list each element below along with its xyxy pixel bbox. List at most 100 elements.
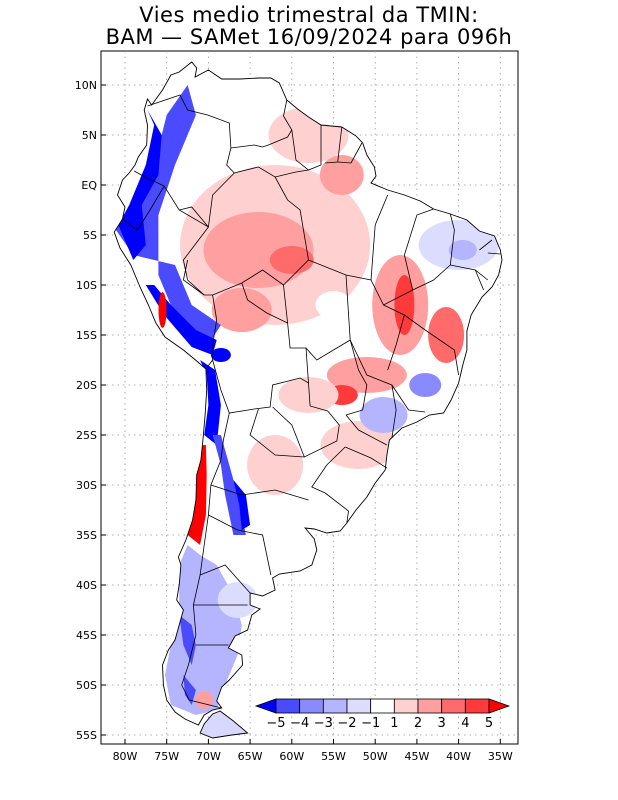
lon-label-70W: 70W (196, 750, 221, 763)
border-line (210, 484, 309, 501)
border-line (134, 94, 235, 228)
lat-label-EQ: EQ (81, 179, 97, 192)
colorbar-label: −3 (314, 716, 333, 731)
colorbar-swatch (417, 698, 443, 714)
colorbar-label: −1 (361, 716, 380, 731)
colorbar-swatch (322, 698, 348, 714)
colorbar-label: 3 (438, 716, 446, 731)
lat-label-15S: 15S (76, 329, 97, 342)
border-line (274, 176, 309, 324)
border-line (391, 384, 397, 439)
colorbar-label: −4 (290, 716, 309, 731)
lat-label-5S: 5S (83, 229, 97, 242)
bias-patch (195, 691, 214, 709)
border-line (474, 269, 484, 291)
border-line (337, 142, 363, 164)
colorbar: −5 −4 −3 −2 −1 1 2 3 4 5 (254, 698, 511, 731)
bias-patch (359, 397, 408, 433)
border-line (449, 213, 455, 266)
border-line (241, 269, 284, 286)
bias-patch (247, 435, 304, 495)
lat-label-30S: 30S (76, 479, 97, 492)
lon-label-55W: 55W (321, 750, 346, 763)
bias-patch (217, 582, 258, 618)
colorbar-label: 4 (461, 716, 469, 731)
bias-patch (448, 240, 477, 260)
bias-patch (200, 360, 221, 445)
border-line (387, 314, 405, 371)
colorbar-label: 2 (414, 716, 422, 731)
longitude-labels: 80W 75W 70W 65W 60W 55W 50W 45W 40W 35W (113, 739, 513, 763)
lat-label-35S: 35S (76, 529, 97, 542)
border-line (345, 414, 388, 446)
coastline (113, 61, 503, 726)
lat-label-20S: 20S (76, 379, 97, 392)
border-line (122, 185, 165, 231)
border-line (370, 194, 389, 281)
bias-patch (409, 373, 442, 397)
border-line (345, 339, 368, 416)
border-line (487, 252, 501, 255)
border-line (179, 206, 209, 228)
bias-patch (118, 110, 162, 260)
border-line (403, 208, 434, 291)
border-line (182, 259, 205, 296)
colorbar-swatch (299, 698, 324, 714)
lat-label-5N: 5N (82, 129, 97, 142)
border-line (383, 304, 459, 376)
bias-patch (158, 292, 167, 328)
bias-patch (183, 675, 196, 705)
colorbar-swatch (275, 698, 301, 714)
lon-label-35W: 35W (488, 750, 513, 763)
colorbar-label: 1 (390, 716, 398, 731)
bias-patch (233, 480, 251, 530)
border-line (345, 274, 426, 413)
lat-label-45S: 45S (76, 629, 97, 642)
bias-patch (211, 288, 272, 332)
lon-label-65W: 65W (238, 750, 263, 763)
border-line (345, 446, 388, 469)
bias-patch (428, 307, 465, 363)
bias-patch (394, 275, 415, 335)
colorbar-swatch (370, 698, 395, 714)
tierra-del-fuego (199, 710, 249, 739)
lat-label-55S: 55S (76, 729, 97, 742)
colorbar-swatch (346, 698, 372, 714)
border-line (208, 514, 272, 576)
lon-label-60W: 60W (279, 750, 304, 763)
border-line (479, 239, 493, 251)
lon-label-50W: 50W (363, 750, 388, 763)
lon-label-80W: 80W (113, 750, 138, 763)
border-line (305, 339, 351, 361)
lat-label-40S: 40S (76, 579, 97, 592)
bias-patch (320, 421, 397, 469)
bias-patch (165, 545, 242, 715)
lat-label-10S: 10S (76, 279, 97, 292)
latitude-labels: 10N 5N EQ 5S 10S 15S 20S 25S 30S 35S 40S 45S 50S 55S (75, 79, 106, 742)
colorbar-label: 5 (485, 716, 493, 731)
bias-patch (210, 348, 231, 362)
border-line (199, 564, 251, 594)
bias-patch (269, 246, 314, 274)
border-line (249, 408, 305, 458)
colorbar-label: −5 (266, 716, 285, 731)
bias-patch (315, 291, 352, 319)
border-line (311, 446, 349, 524)
border-line (272, 382, 340, 458)
lon-label-75W: 75W (154, 750, 179, 763)
lat-label-10N: 10N (75, 79, 97, 92)
border-line (230, 99, 293, 149)
colorbar-swatch (441, 698, 466, 714)
colorbar-arrow-high (488, 698, 511, 714)
lat-label-50S: 50S (76, 679, 97, 692)
bias-patch (278, 377, 339, 413)
lat-label-25S: 25S (76, 429, 97, 442)
chart-title-line1: Vies medio trimestral da TMIN: (139, 3, 479, 27)
colorbar-swatch (464, 698, 490, 714)
bias-patch (319, 155, 364, 195)
country-borders (122, 94, 501, 739)
bias-patch (300, 482, 351, 518)
lon-label-40W: 40W (446, 750, 471, 763)
lon-label-45W: 45W (404, 750, 429, 763)
